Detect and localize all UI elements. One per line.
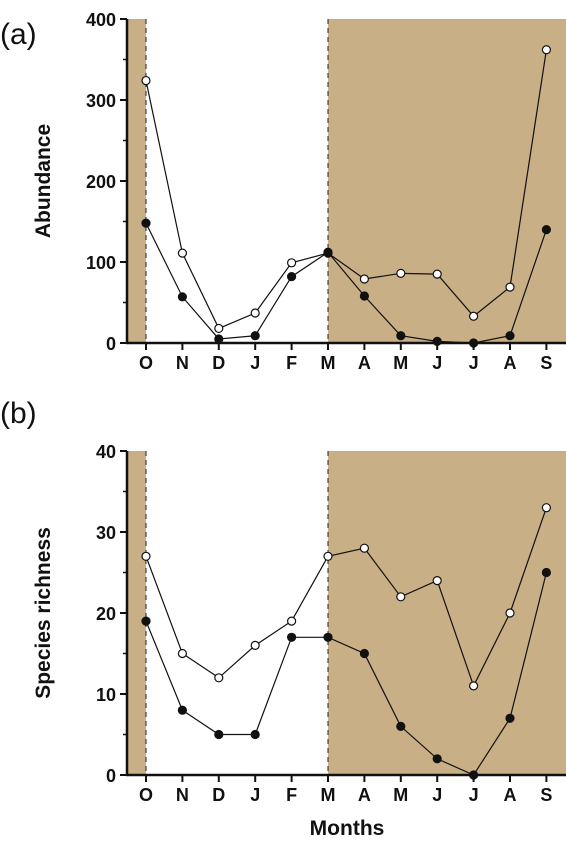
data-point-a-filled — [141, 218, 151, 228]
dry-season-shading-a-start — [127, 19, 146, 343]
panel-label-b: (b) — [0, 397, 37, 430]
data-point-b-filled — [177, 705, 187, 715]
y-tick-label-a: 100 — [86, 253, 116, 273]
x-axis-title: Months — [310, 817, 385, 840]
plot-area-b: 0 10 20 30 40 O N D J F M A M J J A S — [96, 442, 566, 805]
data-point-a-open — [505, 282, 515, 292]
data-point-b-filled — [541, 567, 552, 578]
y-tick-label-b: 30 — [96, 523, 116, 543]
x-tick-label-b: J — [469, 785, 479, 805]
data-point-a-filled — [396, 331, 406, 341]
panel-label-a: (a) — [0, 18, 37, 51]
plot-area-a: 0 100 200 300 400 O N D J F M A M J J A S — [86, 10, 566, 373]
data-point-b-open — [359, 543, 369, 553]
x-tick-label-b: N — [176, 785, 189, 805]
y-tick-label-b: 20 — [96, 604, 116, 624]
x-tick-label-b: A — [358, 785, 371, 805]
x-tick-label-a: F — [286, 353, 297, 373]
data-point-b-filled — [287, 632, 297, 642]
data-point-b-open — [287, 616, 297, 626]
data-point-b-filled — [432, 754, 442, 764]
data-point-b-open — [177, 648, 187, 659]
x-tick-label-a: N — [176, 353, 189, 373]
data-point-b-filled — [323, 632, 333, 642]
x-tick-label-a: A — [358, 353, 371, 373]
x-tick-label-b: O — [139, 785, 153, 805]
x-tick-label-b: S — [540, 785, 552, 805]
x-tick-label-a: A — [504, 353, 517, 373]
data-point-b-open — [323, 551, 333, 561]
y-tick-label-b: 10 — [96, 685, 116, 705]
y-axis-title-a: Abundance — [32, 124, 55, 238]
x-tick-label-a: O — [139, 353, 153, 373]
data-point-a-open — [287, 258, 297, 268]
series-line-a-filled — [145, 222, 547, 344]
panel-b: (b) Species richness 0 10 20 30 40 O N D J F M A M J J… — [0, 397, 566, 805]
x-tick-label-a: M — [393, 353, 408, 373]
data-point-a-filled — [323, 247, 333, 257]
data-point-a-open — [141, 75, 151, 86]
data-point-a-open — [359, 274, 369, 284]
y-tick-label-a: 0 — [106, 334, 116, 354]
data-point-b-open — [141, 551, 151, 561]
data-point-a-open — [432, 269, 442, 279]
data-point-b-open — [396, 592, 406, 602]
data-point-b-open — [469, 681, 479, 691]
data-point-b-open — [432, 575, 442, 586]
series-line-b-open — [145, 507, 547, 688]
data-point-a-open — [541, 45, 552, 55]
y-axis-title-b: Species richness — [32, 527, 55, 699]
data-point-a-filled — [432, 336, 442, 346]
x-tick-label-a: J — [250, 353, 260, 373]
y-tick-label-b: 0 — [106, 766, 116, 786]
y-tick-label-b: 40 — [96, 442, 116, 462]
dry-season-shading-b-end — [328, 451, 566, 775]
y-tick-label-a: 300 — [86, 91, 116, 111]
x-tick-label-a: M — [321, 353, 336, 373]
x-tick-label-a: D — [212, 353, 225, 373]
data-point-a-filled — [214, 334, 224, 344]
data-point-a-open — [469, 311, 479, 321]
x-tick-label-a: J — [432, 353, 442, 373]
data-point-a-open — [250, 308, 260, 318]
x-tick-label-a: J — [469, 353, 479, 373]
x-tick-label-b: J — [250, 785, 260, 805]
x-tick-label-b: J — [432, 785, 442, 805]
data-point-b-filled — [250, 729, 260, 740]
x-tick-label-a: S — [540, 353, 552, 373]
x-tick-label-b: M — [393, 785, 408, 805]
data-point-b-open — [214, 673, 224, 683]
data-point-b-filled — [505, 713, 515, 723]
series-line-b-filled — [145, 572, 547, 776]
data-point-a-open — [396, 268, 406, 278]
x-tick-label-b: D — [212, 785, 225, 805]
x-tick-label-b: M — [321, 785, 336, 805]
data-point-a-filled — [287, 271, 297, 282]
panel-a: (a) Abundance 0 100 200 300 400 O N D J F M A M J J A S — [0, 10, 566, 373]
series-line-a-open — [145, 49, 547, 330]
data-point-a-filled — [359, 291, 369, 301]
data-point-a-open — [214, 323, 224, 334]
x-tick-label-b: A — [504, 785, 517, 805]
data-point-b-filled — [214, 729, 224, 740]
data-point-b-filled — [359, 648, 369, 659]
data-point-a-filled — [505, 331, 515, 341]
data-point-a-filled — [177, 292, 187, 302]
y-tick-label-a: 200 — [86, 172, 116, 192]
dry-season-shading-b-start — [127, 451, 146, 775]
data-point-a-filled — [469, 338, 479, 348]
data-point-b-open — [541, 503, 552, 513]
x-tick-label-b: F — [286, 785, 297, 805]
data-point-b-filled — [469, 770, 479, 780]
data-point-b-open — [505, 608, 515, 618]
y-tick-label-a: 400 — [86, 10, 116, 30]
data-point-b-filled — [396, 721, 406, 732]
data-point-a-open — [177, 248, 187, 258]
data-point-a-filled — [250, 331, 260, 341]
data-point-b-filled — [141, 616, 151, 626]
data-point-a-filled — [541, 225, 552, 235]
data-point-b-open — [250, 640, 260, 651]
